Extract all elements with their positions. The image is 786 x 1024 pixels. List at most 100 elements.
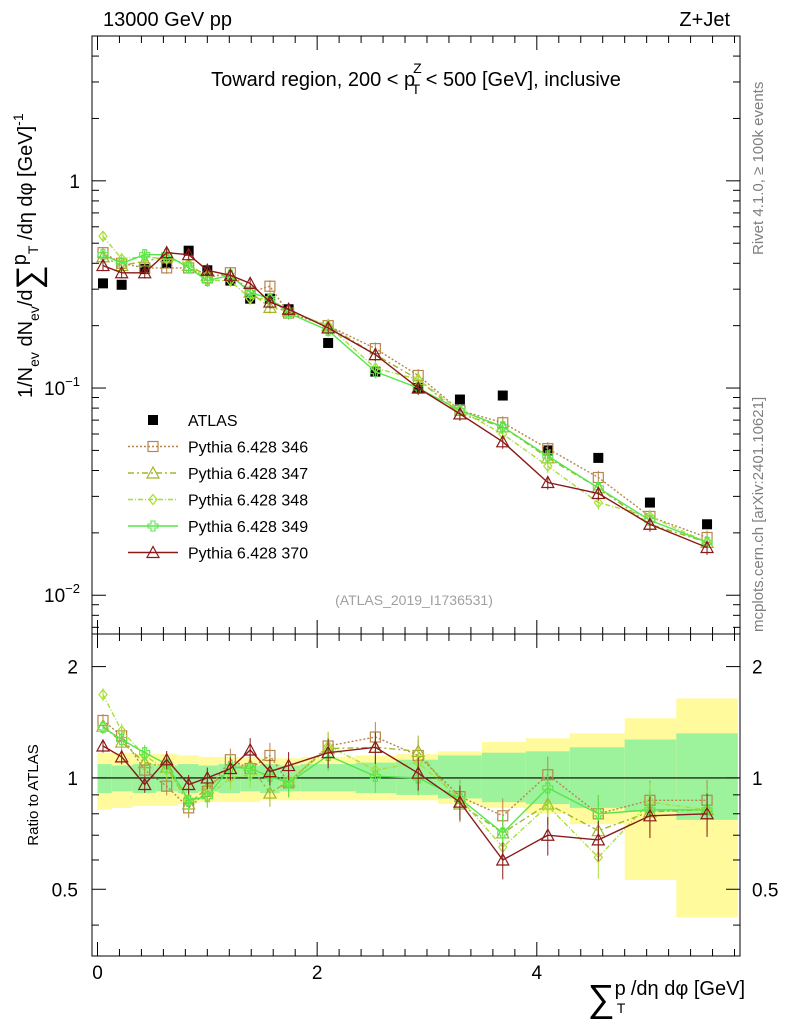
- ratio-y-tick-label-right: 0.5: [752, 880, 778, 901]
- mc-marker: [497, 421, 509, 433]
- title-text-end: < 500 [GeV], inclusive: [420, 69, 621, 91]
- legend-entry: Pythia 6.428 370: [128, 545, 308, 563]
- mc-marker: [540, 475, 555, 489]
- ratio-marker: [262, 764, 277, 778]
- atlas-data-point: [702, 519, 713, 530]
- atlas-data-point: [454, 394, 465, 405]
- ratio-marker: [283, 777, 295, 789]
- ratio-marker: [543, 799, 553, 812]
- ylabel-part-p: p: [9, 254, 31, 265]
- ratio-marker: [161, 780, 173, 792]
- main-frame: [91, 35, 741, 635]
- mc-marker: [368, 347, 383, 361]
- ratio-marker: [244, 763, 256, 775]
- main-y-axis: 110−110−2: [44, 35, 740, 634]
- mc-marker: [542, 450, 554, 462]
- legend: ATLAS Pythia 6.428 346 Pythia 6.428 347 Pyt…: [128, 413, 308, 563]
- ratio-marker: [369, 770, 381, 782]
- atlas-data-point: [116, 279, 127, 290]
- ratio-marker: [95, 738, 110, 752]
- y-tick-mantissa: 10: [44, 379, 65, 400]
- ratio-marker: [540, 827, 555, 841]
- ratio-marker: [200, 770, 215, 784]
- main-panel: 110−110−2 Toward region, 200 < pZ T < 500…: [9, 35, 741, 635]
- atlas-data-point: [593, 452, 604, 463]
- legend-marker: [147, 520, 159, 532]
- ratio-marker: [322, 749, 334, 762]
- ratio-marker: [593, 851, 604, 864]
- ratio-marker: [591, 832, 606, 846]
- mc-marker: [200, 263, 215, 276]
- ratio-marker: [98, 688, 108, 701]
- ratio-marker: [243, 742, 258, 756]
- ratio-marker: [495, 852, 510, 866]
- x-tick-label: 0: [92, 963, 103, 984]
- legend-label: Pythia 6.428 370: [188, 546, 308, 563]
- ylabel-sub-ev-1: ev: [26, 352, 42, 367]
- mc-marker: [116, 257, 128, 269]
- series-atlas: [97, 245, 713, 530]
- main-y-axis-label: 1/Nev dNev/d∑pT /dη dφ [GeV]-1: [9, 113, 48, 398]
- mc-marker: [592, 482, 604, 494]
- mc-marker: [245, 292, 255, 305]
- ratio-axes: 0.5 0.5 1 1 2 2 0 2 4: [52, 634, 778, 984]
- ratio-marker: [181, 777, 196, 791]
- xlabel-part-p: p: [615, 978, 626, 1000]
- ylabel-sub-ev-2: ev: [26, 306, 42, 321]
- ylabel-sup-minus1: -1: [10, 113, 26, 126]
- ratio-marker: [700, 806, 715, 820]
- ratio-marker: [321, 745, 336, 759]
- y-tick-label: 10−2: [44, 581, 80, 607]
- mc-marker: [181, 247, 196, 261]
- legend-marker: [145, 545, 161, 559]
- ylabel-sum-symbol: ∑: [10, 265, 48, 289]
- mc-marker: [95, 258, 110, 272]
- mc-marker: [593, 496, 604, 509]
- legend-label: Pythia 6.428 346: [188, 440, 308, 457]
- mc-marker: [183, 262, 195, 274]
- mc-marker: [159, 245, 174, 259]
- mc-marker: [139, 249, 151, 261]
- ratio-marker: [497, 827, 509, 839]
- xlabel-sub-t: T: [617, 1000, 626, 1016]
- mc-marker: [321, 320, 336, 334]
- legend-label: ATLAS: [188, 413, 238, 430]
- mc-marker: [137, 265, 152, 279]
- y-tick-label: 10−1: [44, 374, 80, 400]
- legend-label: Pythia 6.428 349: [188, 519, 308, 536]
- ratio-marker: [644, 804, 656, 816]
- y-tick-mantissa: 1: [69, 172, 80, 193]
- ratio-marker: [262, 785, 277, 799]
- ratio-marker: [183, 794, 195, 806]
- xlabel-sum-symbol: ∑: [588, 978, 615, 1020]
- legend-entry: Pythia 6.428 349: [128, 519, 308, 536]
- atlas-data-point: [97, 278, 108, 289]
- ratio-marker: [97, 721, 109, 733]
- ylabel-part-3: /d: [15, 289, 37, 306]
- legend-entry: ATLAS: [148, 413, 238, 430]
- ylabel-part-2: dN: [15, 321, 37, 352]
- ratio-marker: [368, 740, 383, 753]
- ratio-marker: [542, 782, 554, 794]
- mc-marker: [591, 486, 606, 500]
- legend-marker: [147, 440, 159, 453]
- ratio-marker: [642, 808, 657, 822]
- ratio-marker: [201, 791, 213, 803]
- mc-marker: [225, 274, 236, 287]
- ratio-marker: [701, 804, 713, 816]
- mc-marker: [98, 230, 108, 243]
- ratio-y-tick-label-right: 2: [752, 658, 763, 679]
- y-tick-exponent: −1: [65, 374, 80, 389]
- x-tick-label: 2: [312, 963, 323, 984]
- rivet-version-label: Rivet 4.1.0, ≥ 100k events: [750, 82, 767, 255]
- mc-marker: [262, 294, 277, 308]
- y-tick-mantissa: 10: [44, 586, 65, 607]
- ratio-y-axis-label: Ratio to ATLAS: [25, 744, 42, 845]
- ratio-marker: [454, 792, 466, 805]
- atlas-data-point: [323, 337, 334, 348]
- mc-marker: [369, 366, 381, 378]
- ratio-y-tick-label-left: 1: [67, 769, 78, 790]
- x-tick-label: 4: [532, 963, 543, 984]
- plot-title: Toward region, 200 < pZ T < 500 [GeV], in…: [211, 60, 621, 97]
